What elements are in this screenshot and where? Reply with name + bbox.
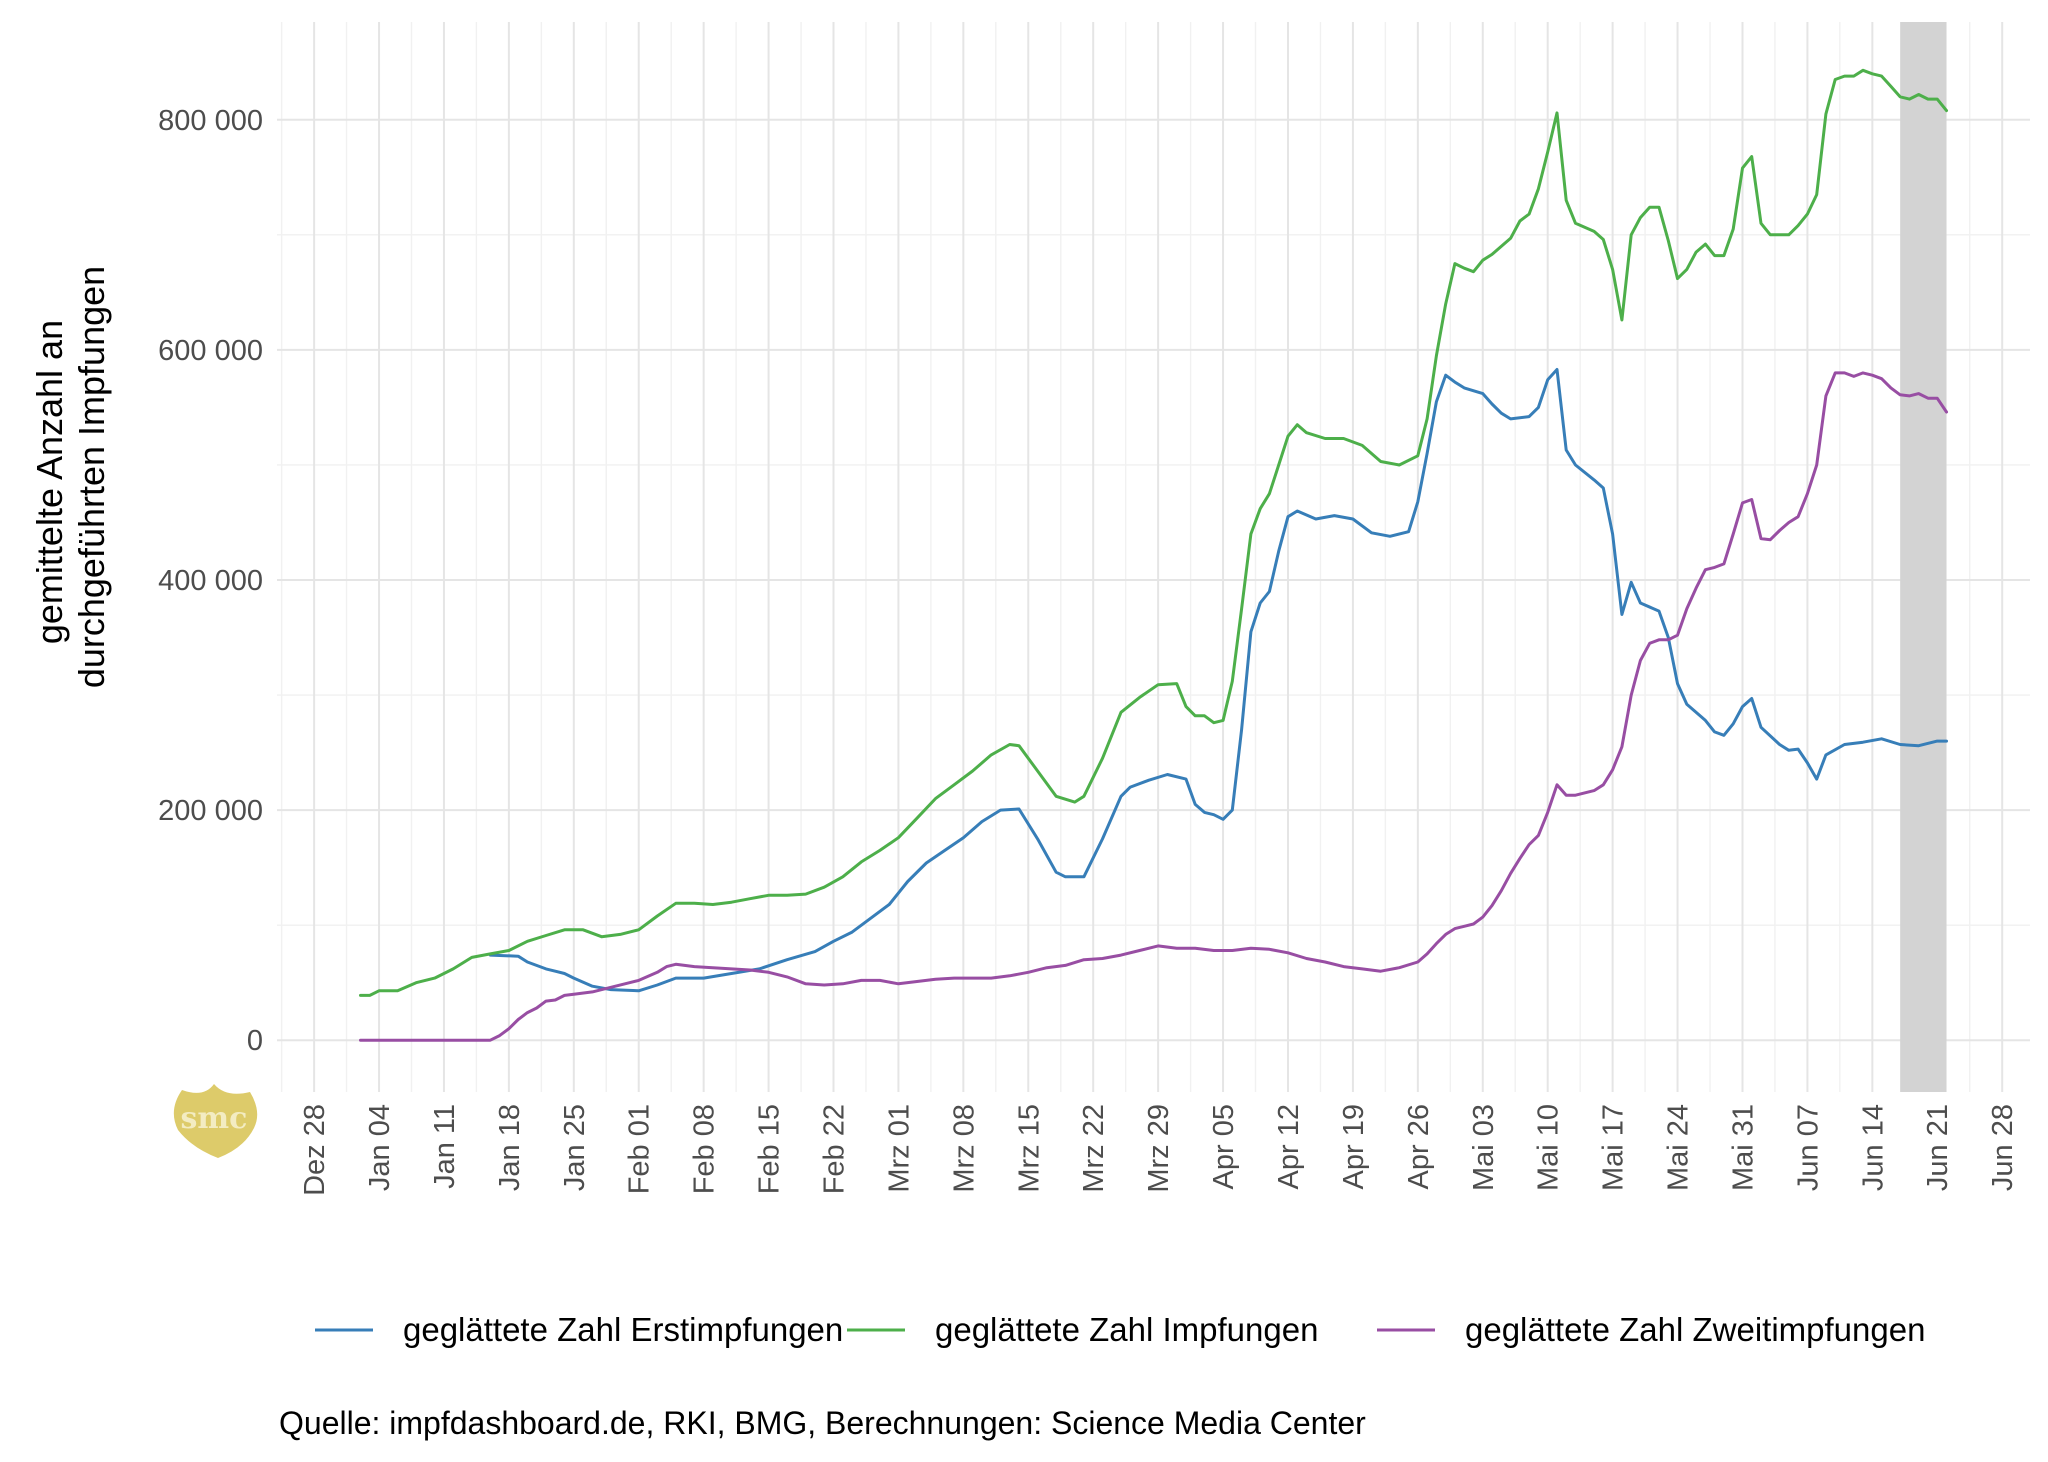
x-tick-label: Apr 12 — [1273, 1104, 1305, 1189]
x-tick-label: Mrz 22 — [1078, 1104, 1110, 1193]
y-tick-label: 0 — [247, 1025, 263, 1057]
y-axis-title-line-2: durchgeführten Impfungen — [71, 266, 112, 688]
smc-logo-heart-shape — [173, 1084, 258, 1158]
x-tick-label: Feb 08 — [689, 1104, 721, 1194]
x-tick-label: Jun 14 — [1857, 1104, 1889, 1191]
x-tick-label: Mrz 01 — [883, 1104, 915, 1193]
x-tick-label: Feb 01 — [624, 1104, 656, 1194]
x-tick-label: Mrz 15 — [1013, 1104, 1045, 1193]
y-tick-label: 200 000 — [158, 795, 263, 827]
y-axis-title: gemittelte Anzahl an durchgeführten Impf… — [29, 266, 112, 688]
x-tick-label: Jan 11 — [429, 1104, 461, 1189]
highlight-band-layer — [1900, 22, 1947, 1092]
x-tick-label: Mai 31 — [1727, 1104, 1759, 1191]
x-tick-label: Apr 19 — [1338, 1104, 1370, 1189]
x-tick-label: Dez 28 — [299, 1104, 331, 1196]
x-tick-label: Jun 21 — [1922, 1104, 1954, 1191]
x-tick-label: Mai 03 — [1468, 1104, 1500, 1191]
legend-label-2: geglättete Zahl Impfungen — [935, 1311, 1318, 1348]
x-tick-label: Jun 28 — [1987, 1104, 2019, 1191]
x-tick-label: Mai 17 — [1598, 1104, 1630, 1191]
x-tick-label: Mai 10 — [1533, 1104, 1565, 1191]
legend: geglättete Zahl Erstimpfungen geglättete … — [315, 1311, 1925, 1348]
legend-label-3: geglättete Zahl Zweitimpfungen — [1465, 1311, 1925, 1348]
y-axis-title-line-1: gemittelte Anzahl an — [29, 320, 70, 644]
series-line-1 — [488, 368, 1948, 993]
x-tick-label: Feb 15 — [754, 1104, 786, 1194]
series-line-3 — [359, 371, 1948, 1042]
x-tick-label: Jun 07 — [1792, 1104, 1824, 1191]
major-gridlines — [277, 22, 2030, 1092]
x-tick-label: Mrz 08 — [948, 1104, 980, 1193]
series-line-2 — [359, 68, 1948, 997]
highlight-band — [1900, 22, 1947, 1092]
series-layer — [359, 68, 1948, 1042]
smc-logo: smc — [173, 1084, 258, 1158]
x-tick-label: Jan 18 — [494, 1104, 526, 1191]
x-tick-label: Jan 25 — [559, 1104, 591, 1191]
y-axis-tick-labels: 0 200 000 400 000 600 000 800 000 — [158, 105, 263, 1057]
x-tick-label: Mrz 29 — [1143, 1104, 1175, 1193]
legend-label-1: geglättete Zahl Erstimpfungen — [403, 1311, 843, 1348]
y-tick-label: 800 000 — [158, 105, 263, 137]
x-tick-label: Feb 22 — [819, 1104, 851, 1194]
x-axis-tick-labels: Dez 28 Jan 04 Jan 11 Jan 18 Jan 25 Feb 01 Feb … — [299, 1104, 2019, 1196]
x-tick-label: Mai 24 — [1663, 1104, 1695, 1191]
y-tick-label: 600 000 — [158, 335, 263, 367]
smc-logo-text: smc — [181, 1101, 248, 1136]
y-tick-label: 400 000 — [158, 565, 263, 597]
x-tick-label: Jan 04 — [364, 1104, 396, 1191]
minor-gridlines — [277, 22, 2030, 1092]
x-tick-label: Apr 05 — [1208, 1104, 1240, 1189]
x-tick-label: Apr 26 — [1403, 1104, 1435, 1189]
source-caption: Quelle: impfdashboard.de, RKI, BMG, Bere… — [279, 1405, 1366, 1441]
